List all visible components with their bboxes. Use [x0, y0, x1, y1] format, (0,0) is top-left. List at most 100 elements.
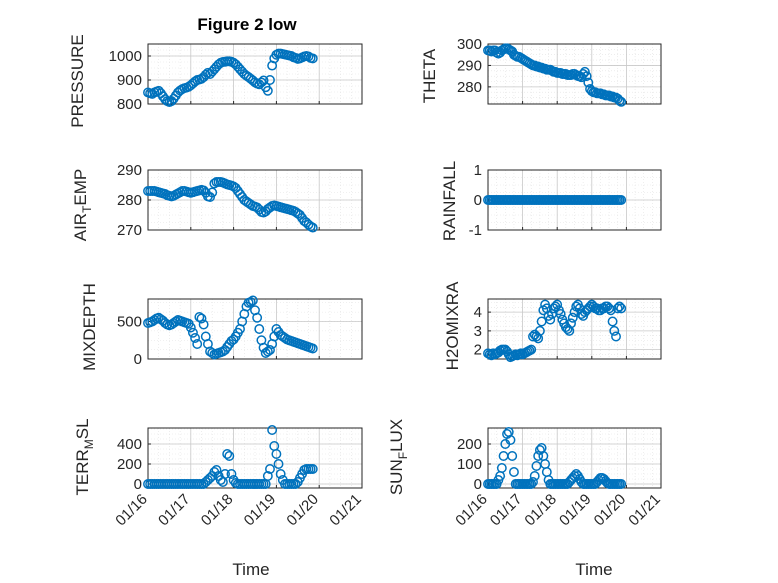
subplot-4: -1 0 1 — [469, 162, 662, 239]
y-tick-label: 0 — [134, 351, 142, 368]
subplot-1: 800 900 1000 — [109, 43, 363, 113]
data-point — [534, 325, 545, 336]
y-tick-label: 0 — [134, 476, 142, 493]
y-tick-label: -1 — [469, 222, 482, 239]
y-tick-label: 200 — [117, 456, 142, 473]
data-point — [273, 459, 284, 469]
axes-box — [487, 427, 662, 489]
data-point — [569, 471, 580, 481]
series-1 — [483, 195, 627, 205]
series-1 — [143, 295, 318, 360]
ylabel-pressure: PRESSURE — [68, 34, 87, 128]
ylabel-terr-sub: M — [82, 439, 96, 449]
data-point — [265, 345, 275, 355]
data-point — [245, 297, 256, 307]
y-tick-label: 800 — [117, 96, 142, 113]
data-point — [187, 327, 198, 338]
y-tick-label: 270 — [117, 222, 142, 239]
data-point — [262, 346, 273, 357]
y-tick-label: 100 — [457, 456, 482, 473]
data-point — [226, 469, 237, 479]
data-point — [222, 449, 233, 459]
ylabel-h2omixra: H2OMIXRA — [443, 281, 462, 370]
xlabel-time-left: Time — [232, 560, 269, 579]
data-point — [307, 464, 318, 474]
data-point — [605, 305, 616, 316]
data-point — [271, 449, 282, 459]
ylabel-sun-flux: SUNFLUX — [387, 419, 410, 495]
data-point — [196, 313, 207, 324]
ylabel-terr-b: SL — [73, 418, 92, 439]
y-tick-label: 0 — [474, 476, 482, 493]
data-point — [265, 75, 275, 85]
data-point — [224, 451, 235, 461]
y-tick-label: 290 — [117, 162, 142, 179]
series-1 — [483, 299, 627, 363]
ylabel-theta: THETA — [420, 48, 439, 103]
series-1 — [143, 177, 318, 233]
data-point — [190, 333, 201, 343]
data-point — [614, 95, 625, 106]
y-tick-label: 0 — [474, 192, 482, 209]
data-point — [614, 301, 625, 312]
series-1 — [143, 48, 318, 108]
data-point — [262, 471, 273, 481]
data-point — [275, 469, 286, 479]
data-point — [611, 331, 621, 342]
series-1 — [143, 425, 318, 489]
data-point — [616, 479, 627, 489]
data-point — [509, 467, 519, 477]
data-point — [581, 71, 592, 82]
data-point — [505, 435, 516, 445]
data-point — [616, 96, 627, 107]
data-point — [567, 312, 578, 323]
data-point — [507, 451, 518, 461]
y-tick-label: 280 — [117, 192, 142, 209]
ylabel-rainfall: RAINFALL — [440, 161, 459, 241]
ylabel-sun-b: LUX — [387, 419, 406, 452]
subplot-5: 0 500 — [117, 295, 363, 368]
data-point — [585, 301, 596, 312]
ylabel-air-temp-sub: T — [80, 205, 94, 213]
data-point — [607, 316, 618, 327]
data-point — [616, 195, 627, 205]
ylabel-terr-msl: TERRMSL — [73, 418, 96, 495]
ylabel-sun-a: SUN — [387, 459, 406, 495]
y-tick-label: 1000 — [109, 48, 142, 65]
figure-title: Figure 2 low — [197, 15, 297, 34]
y-tick-label: 1 — [474, 162, 482, 179]
y-tick-label: 500 — [117, 314, 142, 331]
data-point — [192, 339, 203, 349]
data-point — [612, 303, 623, 314]
y-tick-label: 400 — [117, 436, 142, 453]
data-point — [496, 463, 507, 473]
subplot-grid: 8009001000280290300270280290-10105002340… — [109, 36, 664, 529]
axes-box — [147, 298, 363, 360]
data-point — [526, 479, 537, 489]
data-point — [307, 222, 318, 233]
data-point — [307, 53, 318, 64]
data-point — [583, 77, 594, 88]
data-point — [265, 464, 275, 474]
axes-box — [147, 43, 363, 105]
ylabel-air-temp-b: EMP — [71, 169, 90, 206]
y-tick-label: 300 — [457, 36, 482, 53]
data-point — [207, 187, 218, 198]
data-point — [545, 314, 556, 325]
data-point — [254, 324, 265, 334]
data-point — [566, 318, 576, 329]
ylabel-terr-a: TERR — [73, 449, 92, 495]
subplot-3: 270 280 290 — [117, 162, 363, 239]
data-point — [609, 325, 620, 336]
series-1 — [483, 43, 627, 107]
data-point — [555, 309, 566, 319]
data-point — [533, 451, 544, 461]
data-point — [307, 343, 318, 354]
data-point — [220, 469, 230, 479]
ylabel-mixdepth: MIXDEPTH — [80, 283, 99, 371]
y-tick-label: 3 — [474, 323, 482, 340]
data-point — [526, 344, 537, 355]
data-point — [529, 471, 540, 481]
data-point — [262, 85, 273, 96]
data-point — [528, 331, 538, 342]
